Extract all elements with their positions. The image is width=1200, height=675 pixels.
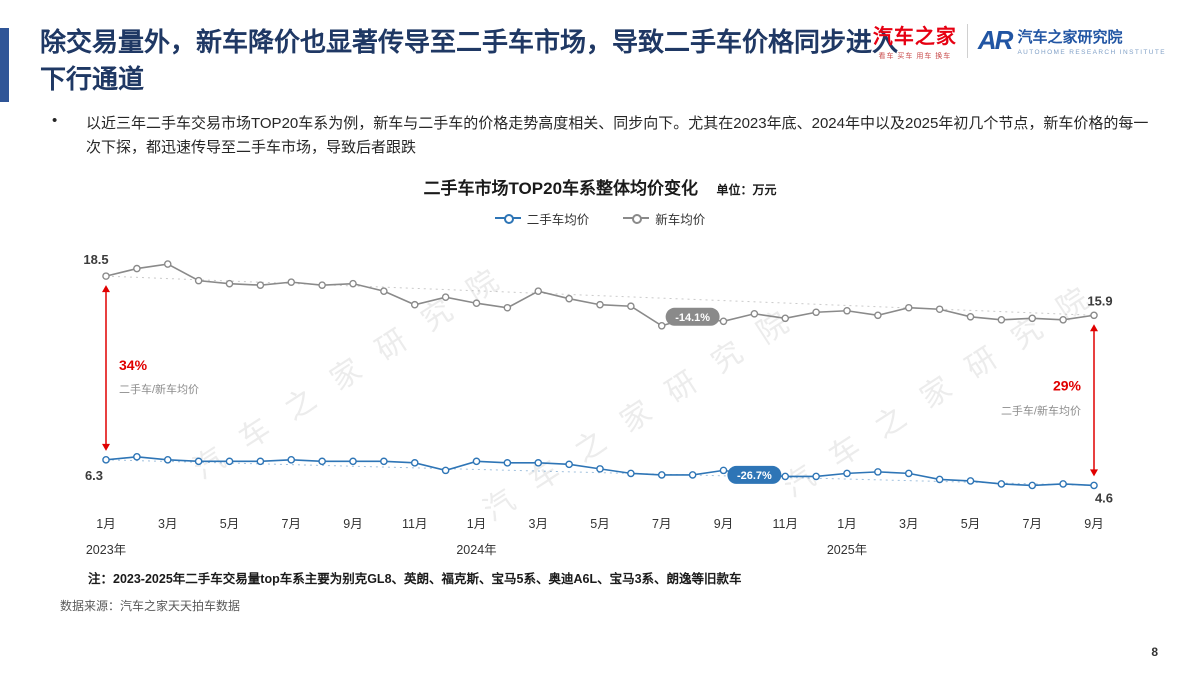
svg-text:9月: 9月: [343, 517, 362, 531]
svg-text:6.3: 6.3: [85, 468, 103, 483]
chart-note: 注：2023-2025年二手车交易量top车系主要为别克GL8、英朗、福克斯、宝…: [88, 571, 742, 586]
svg-text:-14.1%: -14.1%: [675, 312, 710, 324]
svg-text:29%: 29%: [1053, 377, 1082, 393]
page-title: 除交易量外，新车降价也显著传导至二手车市场，导致二手车价格同步进入下行通道: [40, 27, 899, 94]
summary-bullet: • 以近三年二手车交易市场TOP20车系为例，新车与二手车的价格走势高度相关、同…: [52, 112, 1156, 160]
svg-text:二手车/新车均价: 二手车/新车均价: [119, 382, 199, 396]
chart-area: 汽 车 之 家 研 究 院汽 车 之 家 研 究 院汽 车 之 家 研 究 院-…: [52, 230, 1148, 564]
svg-text:5月: 5月: [220, 517, 239, 531]
svg-text:11月: 11月: [773, 517, 798, 531]
svg-text:4.6: 4.6: [1095, 490, 1113, 505]
bullet-marker: •: [52, 111, 58, 129]
legend-item-new-car: 新车均价: [623, 209, 705, 228]
svg-text:-26.7%: -26.7%: [737, 470, 772, 482]
chart-legend: 二手车均价 新车均价: [0, 209, 1200, 228]
legend-label-new: 新车均价: [655, 212, 706, 227]
svg-text:3月: 3月: [529, 517, 548, 531]
svg-text:7月: 7月: [1023, 517, 1042, 531]
svg-text:2023年: 2023年: [86, 543, 126, 557]
svg-text:1月: 1月: [837, 517, 856, 531]
svg-text:7月: 7月: [282, 517, 301, 531]
svg-text:18.5: 18.5: [83, 252, 108, 267]
svg-text:34%: 34%: [119, 357, 148, 373]
bullet-text: 以近三年二手车交易市场TOP20车系为例，新车与二手车的价格走势高度相关、同步向…: [86, 114, 1149, 156]
autohome-logo: 汽车之家 看车 买车 用车 换车: [873, 20, 957, 61]
svg-text:1月: 1月: [467, 517, 486, 531]
svg-text:汽 车 之 家 研 究 院: 汽 车 之 家 研 究 院: [188, 260, 511, 486]
logo-area: 汽车之家 看车 买车 用车 换车 AR 汽车之家研究院 AUTOHOME RES…: [873, 20, 1166, 61]
svg-text:3月: 3月: [158, 517, 177, 531]
svg-text:11月: 11月: [402, 517, 427, 531]
svg-text:1月: 1月: [96, 517, 115, 531]
svg-text:3月: 3月: [899, 517, 918, 531]
svg-text:15.9: 15.9: [1087, 293, 1112, 308]
autohome-logo-slogan: 看车 买车 用车 换车: [878, 53, 952, 60]
legend-marker-new: [623, 214, 650, 225]
svg-text:2025年: 2025年: [827, 543, 867, 557]
page-number: 8: [1151, 645, 1158, 659]
legend-marker-used: [494, 214, 521, 225]
institute-name-en: AUTOHOME RESEARCH INSTITUTE: [1017, 48, 1166, 56]
legend-label-used: 二手车均价: [526, 212, 590, 227]
svg-text:7月: 7月: [652, 517, 671, 531]
svg-text:二手车/新车均价: 二手车/新车均价: [1001, 403, 1081, 417]
chart-title: 二手车市场TOP20车系整体均价变化: [423, 178, 699, 198]
autohome-logo-text: 汽车之家: [872, 26, 957, 48]
price-trend-chart: 汽 车 之 家 研 究 院汽 车 之 家 研 究 院汽 车 之 家 研 究 院-…: [83, 252, 1113, 557]
chart-header: 二手车市场TOP20车系整体均价变化 单位：万元: [0, 174, 1200, 199]
institute-name: 汽车之家研究院: [1017, 28, 1123, 46]
svg-text:5月: 5月: [590, 517, 609, 531]
ar-logo-mark: AR: [977, 25, 1014, 55]
title-accent-bar: [0, 28, 9, 102]
logo-divider: [966, 23, 968, 58]
svg-text:5月: 5月: [961, 517, 980, 531]
header: 除交易量外，新车降价也显著传导至二手车市场，导致二手车价格同步进入下行通道 汽车…: [0, 0, 1200, 98]
data-source: 数据来源：汽车之家天天拍车数据: [60, 598, 241, 613]
legend-item-used-car: 二手车均价: [494, 209, 590, 228]
chart-unit-label: 单位：万元: [716, 182, 777, 197]
svg-text:9月: 9月: [714, 517, 733, 531]
svg-text:2024年: 2024年: [456, 543, 496, 557]
svg-text:汽 车 之 家 研 究 院: 汽 车 之 家 研 究 院: [478, 302, 801, 528]
svg-text:9月: 9月: [1084, 517, 1103, 531]
research-institute-logo: AR 汽车之家研究院 AUTOHOME RESEARCH INSTITUTE: [978, 25, 1166, 56]
